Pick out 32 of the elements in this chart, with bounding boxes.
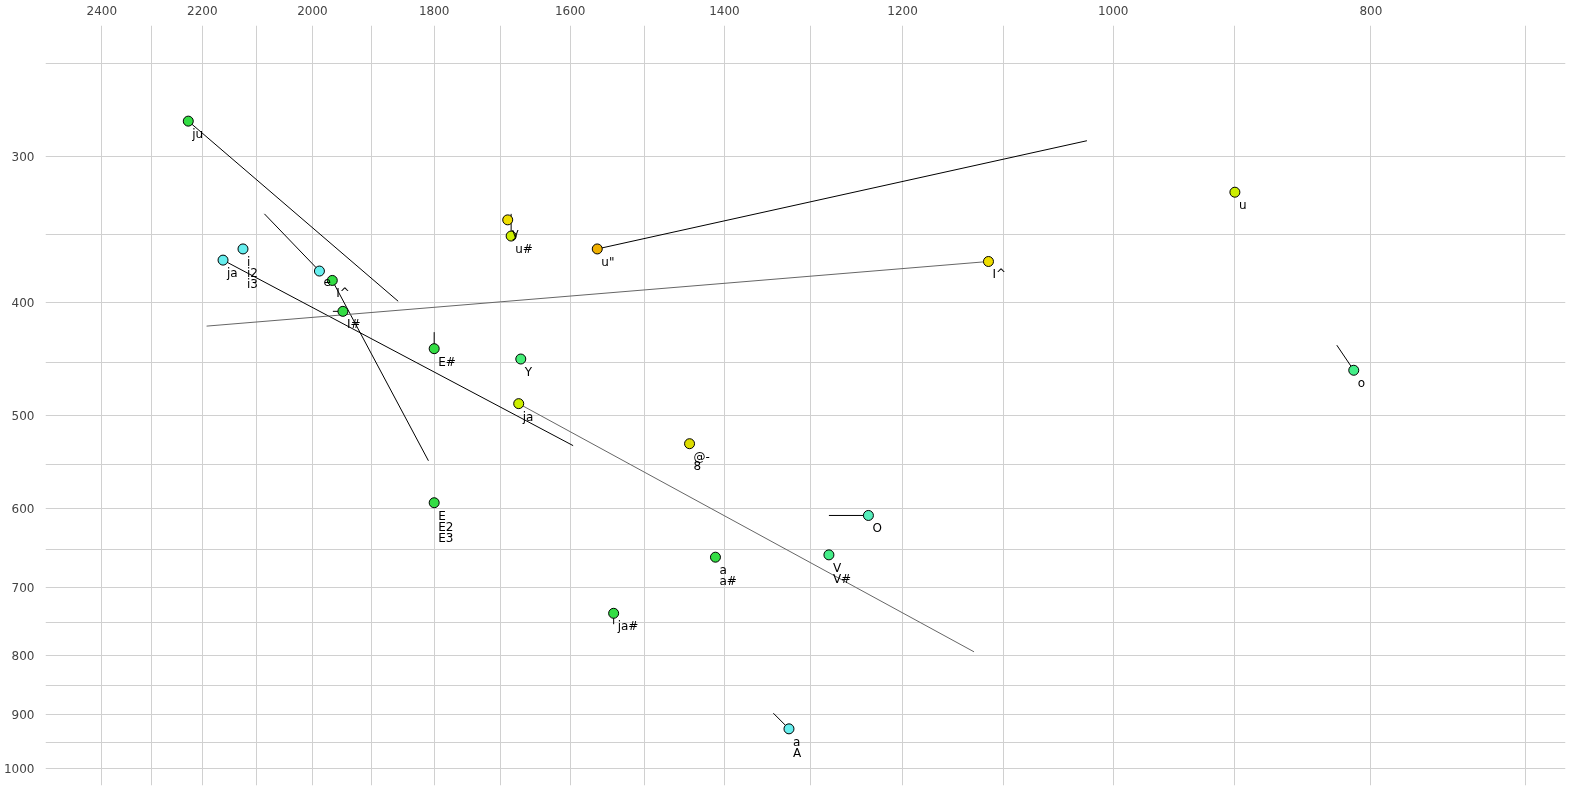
y-tick-label: 600 [11,502,35,517]
y-tick-label: 400 [11,296,35,311]
x-tick-label: 1800 [418,3,450,18]
x-tick-label: 1400 [709,3,740,18]
x-tick-label: 2000 [297,3,328,18]
y-tick-label: 800 [11,648,35,663]
annotation: u [1238,198,1247,213]
y-tick-label: 300 [11,149,35,164]
annotation: O [872,521,882,536]
annotation: ja [521,409,534,424]
x-tick-label: 2200 [187,3,218,18]
annotation: ja [226,266,238,281]
y-tick-label: 900 [11,708,35,723]
annotation: ju [191,127,204,142]
x-tick-label: 1000 [1097,3,1129,18]
y-tick-label: 500 [11,409,35,424]
y-tick-label: 1000 [3,762,35,776]
x-tick-label: 1200 [887,3,918,18]
annotation: i3 [246,276,258,291]
x-tick-label: 800 [1359,3,1383,18]
annotation: y [511,225,519,240]
annotation: u# [515,242,533,257]
annotation: o [1357,376,1366,391]
annotation: E# [438,354,456,369]
annotation: Y [523,365,533,380]
x-tick-label: 1600 [554,3,586,18]
annotation: I^ [992,267,1007,282]
annotation: ja# [616,619,639,634]
annotation: u" [601,254,615,269]
x-tick-label: 2400 [86,3,118,18]
y-tick-label: 700 [11,580,35,595]
annotation: e [323,275,331,290]
